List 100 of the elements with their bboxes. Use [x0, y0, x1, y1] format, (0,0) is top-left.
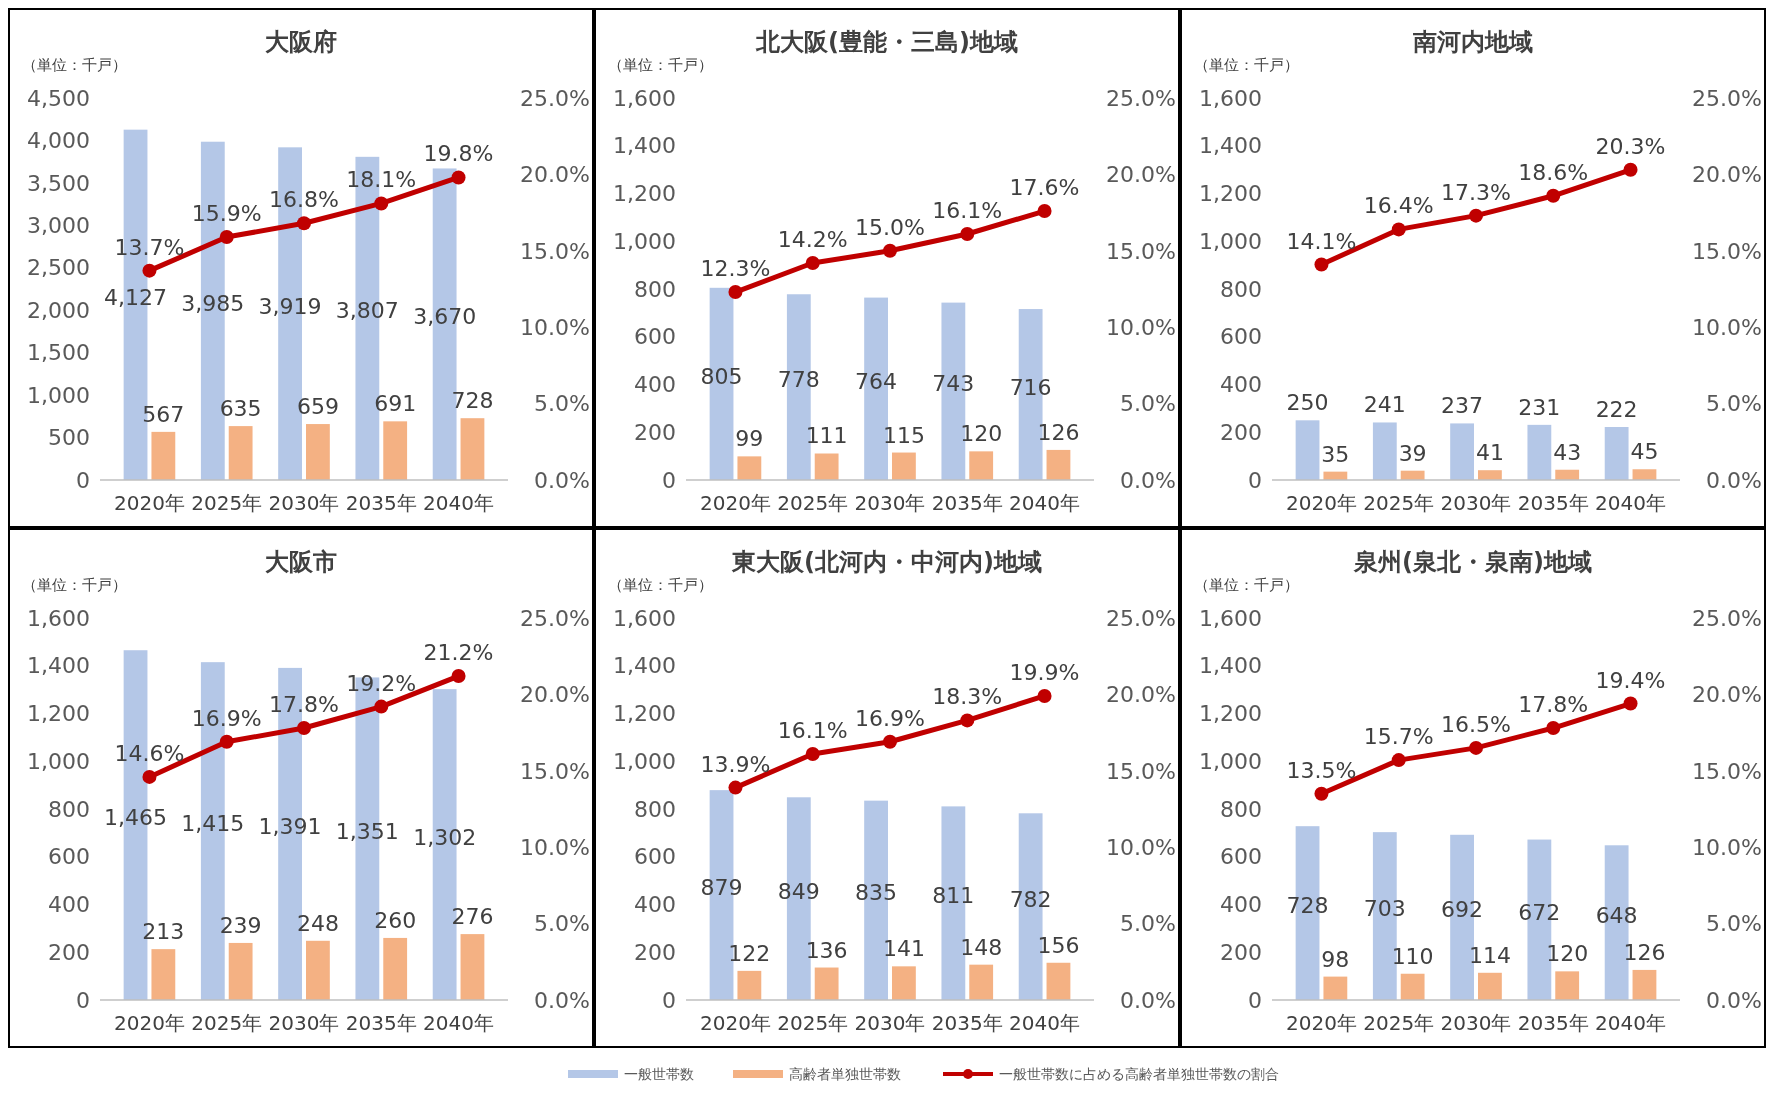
- data-label: 110: [1391, 943, 1434, 969]
- point: [728, 285, 743, 300]
- data-label: 764: [855, 368, 898, 394]
- point: [374, 699, 389, 714]
- data-label: 3,670: [413, 304, 477, 330]
- data-label: 136: [805, 937, 848, 963]
- y2-tick-label: 0.0%: [1706, 467, 1762, 493]
- data-label: 18.1%: [346, 167, 417, 193]
- data-label: 260: [374, 907, 417, 933]
- data-label: 21.2%: [423, 640, 494, 666]
- y2-tick-label: 25.0%: [1692, 605, 1762, 631]
- y2-tick-label: 20.0%: [1106, 162, 1176, 188]
- data-label: 15.7%: [1363, 724, 1434, 750]
- point: [451, 669, 466, 684]
- point: [883, 734, 897, 749]
- data-label: 3,807: [335, 298, 399, 324]
- data-label: 120: [1546, 941, 1589, 967]
- y2-tick-label: 25.0%: [1692, 85, 1762, 111]
- x-tick-label: 2020年: [700, 491, 771, 515]
- y2-tick-label: 5.0%: [534, 391, 590, 417]
- data-label: 743: [932, 371, 975, 397]
- point: [142, 769, 157, 784]
- y2-tick-label: 10.0%: [1692, 314, 1762, 340]
- data-label: 17.3%: [1441, 179, 1511, 205]
- y-tick-label: 1,000: [613, 748, 676, 774]
- point: [1623, 696, 1638, 711]
- bar: [228, 426, 253, 480]
- data-label: 12.3%: [700, 256, 771, 282]
- data-label: 659: [296, 394, 339, 420]
- point: [805, 256, 820, 271]
- y-tick-label: 1,200: [613, 701, 676, 727]
- y2-tick-label: 10.0%: [1106, 834, 1176, 860]
- y-tick-label: 0: [662, 467, 676, 493]
- data-label: 1,351: [335, 818, 399, 844]
- bar: [383, 421, 408, 480]
- data-label: 716: [1009, 374, 1052, 400]
- y2-tick-label: 15.0%: [520, 238, 590, 264]
- data-label: 648: [1595, 902, 1638, 928]
- bar: [737, 456, 762, 480]
- point: [1314, 786, 1329, 801]
- point: [1469, 740, 1483, 755]
- y-tick-label: 800: [634, 796, 676, 822]
- bar: [1555, 971, 1580, 1000]
- data-label: 99: [735, 426, 764, 452]
- data-label: 213: [142, 919, 185, 945]
- x-tick-label: 2030年: [1440, 1011, 1512, 1035]
- data-label: 879: [700, 875, 743, 901]
- bar: [969, 451, 994, 480]
- x-tick-label: 2035年: [1517, 491, 1589, 515]
- data-label: 122: [728, 940, 771, 966]
- y-tick-label: 1,000: [613, 228, 676, 254]
- y2-tick-label: 5.0%: [534, 911, 590, 937]
- x-tick-label: 2035年: [345, 491, 417, 515]
- point: [960, 226, 975, 241]
- data-label: 43: [1553, 439, 1582, 465]
- y-tick-label: 1,600: [1199, 85, 1262, 111]
- y-tick-label: 3,500: [27, 170, 90, 196]
- bar: [151, 431, 176, 480]
- data-label: 19.2%: [346, 670, 417, 696]
- y-tick-label: 600: [1220, 324, 1262, 350]
- data-label: 13.7%: [114, 234, 185, 260]
- y-tick-label: 200: [1220, 419, 1262, 445]
- y-tick-label: 200: [48, 939, 90, 965]
- data-label: 35: [1321, 441, 1350, 467]
- bar: [737, 970, 762, 1000]
- data-label: 811: [932, 883, 975, 909]
- y-tick-label: 1,500: [27, 340, 90, 366]
- data-label: 16.5%: [1441, 711, 1511, 737]
- y-tick-label: 1,000: [1199, 748, 1262, 774]
- data-label: 703: [1363, 896, 1406, 922]
- point: [142, 263, 157, 278]
- y2-tick-label: 5.0%: [1120, 391, 1176, 417]
- y-tick-label: 1,600: [613, 605, 676, 631]
- data-label: 239: [219, 912, 262, 938]
- data-label: 114: [1468, 942, 1511, 968]
- y-tick-label: 1,200: [27, 701, 90, 727]
- point: [451, 170, 466, 185]
- data-label: 1,465: [104, 805, 168, 831]
- data-label: 782: [1009, 886, 1052, 912]
- y-tick-label: 4,000: [27, 128, 90, 154]
- y-tick-label: 600: [634, 324, 676, 350]
- bar: [228, 942, 253, 1000]
- x-tick-label: 2030年: [854, 491, 926, 515]
- point: [1469, 208, 1483, 223]
- x-tick-label: 2020年: [114, 491, 185, 515]
- y-tick-label: 200: [634, 939, 676, 965]
- y-tick-label: 2,000: [27, 297, 90, 323]
- data-label: 778: [777, 367, 820, 393]
- x-tick-label: 2030年: [1440, 491, 1512, 515]
- y-tick-label: 1,600: [613, 85, 676, 111]
- bar: [1295, 420, 1320, 480]
- point: [960, 713, 975, 728]
- y-tick-label: 600: [48, 844, 90, 870]
- point: [1037, 204, 1052, 219]
- y-tick-label: 3,000: [27, 213, 90, 239]
- y2-tick-label: 25.0%: [520, 605, 590, 631]
- y-tick-label: 2,500: [27, 255, 90, 281]
- y2-tick-label: 0.0%: [534, 987, 590, 1013]
- point: [1314, 257, 1329, 272]
- y2-tick-label: 5.0%: [1120, 911, 1176, 937]
